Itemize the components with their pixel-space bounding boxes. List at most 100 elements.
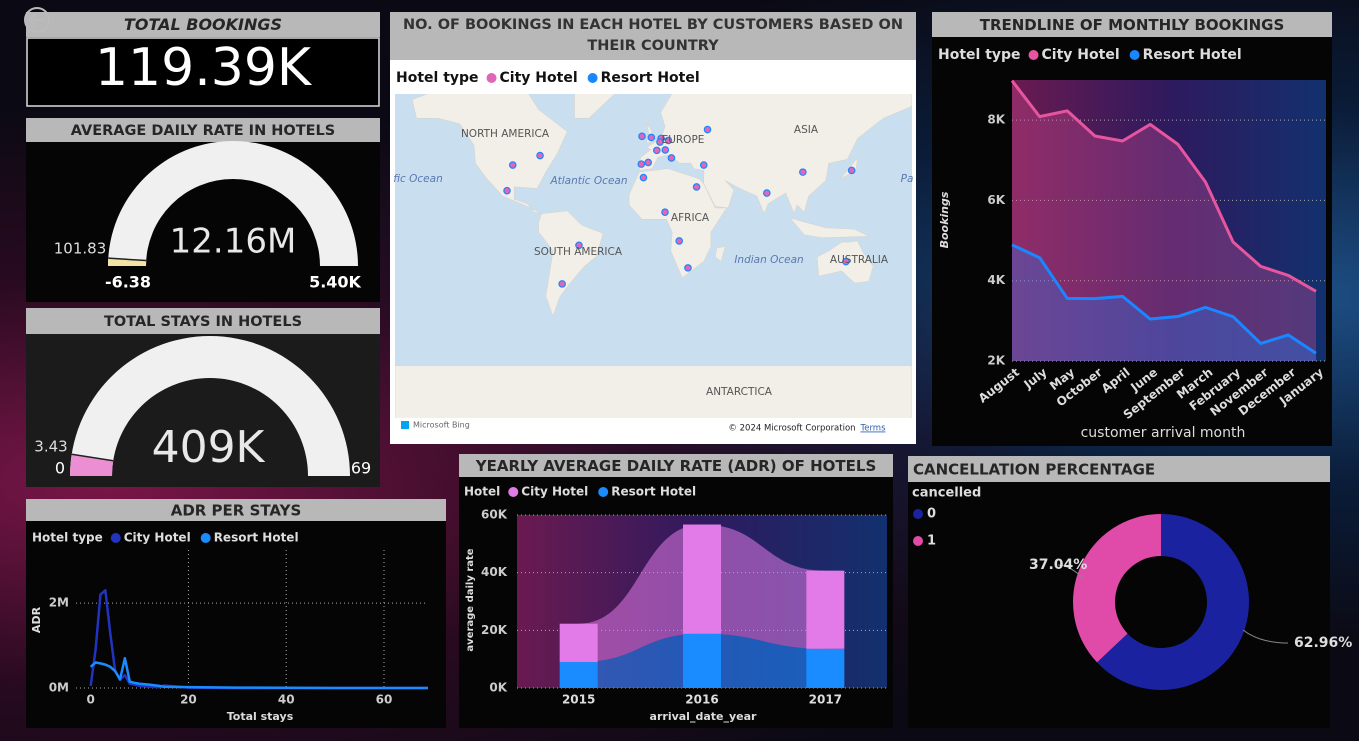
panel-title: AVERAGE DAILY RATE IN HOTELS [71,123,335,139]
leader-line [1242,629,1289,644]
map-place-label: Indian Ocean [734,254,803,266]
gauge-value: 409K [152,422,266,473]
landmass [574,94,616,119]
line-area [1012,80,1316,361]
plot-area [1012,80,1326,361]
map-bubble [692,183,701,191]
y-axis-title: ADR [30,606,43,633]
map-bubble [558,280,566,288]
y-tick-label: 0M [49,681,69,695]
bing-logo [401,421,409,429]
x-tick-label: 2017 [809,693,842,707]
map-place-label: AUSTRALIA [830,254,889,266]
map-bubble [503,186,511,195]
legend-title: Hotel type [32,531,103,545]
legend-label: Resort Hotel [611,485,696,499]
panel-title: TOTAL BOOKINGS [124,15,282,34]
map-bubble [536,151,544,160]
map-bubble [656,138,664,146]
map-bubble [847,166,856,175]
line-area [1012,244,1316,361]
legend-marker [913,509,923,519]
y-tick-label: 20K [481,623,508,637]
panel-title: ADR PER STAYS [171,502,302,520]
map-bubble [763,189,771,197]
map-bubble [508,161,517,169]
bar [559,662,598,688]
y-axis-title: average daily rate [465,548,476,651]
map-bubble [675,237,684,245]
landmass [789,217,870,239]
bar [559,623,598,663]
map-bubble [661,208,669,217]
panel-title: YEARLY AVERAGE DAILY RATE (ADR) OF HOTEL… [475,457,877,475]
legend-label: Resort Hotel [1143,47,1242,63]
legend-label: 0 [927,507,936,522]
bar [683,524,721,634]
map-bubble [644,158,652,167]
x-tick-label: 2016 [685,693,718,707]
legend-marker [110,533,121,543]
gauge-target [108,257,147,262]
map-place-label: EUROPE [662,134,705,146]
legend-marker [913,536,923,546]
legend-label: City Hotel [521,485,588,499]
landmass [395,365,912,418]
map-bubble [684,264,692,272]
legend-marker [1129,50,1140,60]
map-place-label: ASIA [794,124,819,136]
x-tick-label: 60 [376,693,393,707]
data-label: 62.96% [1294,635,1352,651]
legend-marker [587,73,598,83]
back-button[interactable] [24,7,50,33]
landmass [538,210,604,317]
y-tick-label: 60K [481,508,508,522]
map-bubble [661,146,670,154]
data-label: 37.04% [1029,557,1087,573]
legend-label: Resort Hotel [214,531,299,545]
legend-label: Resort Hotel [601,70,700,86]
legend-label: 1 [927,534,936,549]
gauge-min: -6.38 [105,273,151,292]
landmass [411,94,568,214]
legend-marker [598,487,609,497]
landmass [638,94,912,215]
x-axis-title: customer arrival month [1081,425,1246,441]
y-tick-label: 0K [489,681,507,695]
gauge-track [108,141,358,266]
x-tick-label: 2015 [562,693,595,707]
gauge-track [70,336,350,476]
leader-line [1057,564,1086,581]
x-tick-label: 40 [278,693,295,707]
map-place-label: AFRICA [671,212,710,224]
y-tick-label: 2M [49,596,69,610]
map-bubble [699,161,708,169]
panel-title: TOTAL STAYS IN HOTELS [104,314,302,330]
map-bubble [703,125,712,134]
map-attribution: © 2024 Microsoft Corporation [728,424,855,434]
panel-header [908,456,1330,482]
legend-title: Hotel type [396,70,479,86]
map-place-label: fic Ocean [393,173,442,185]
map-bubble [575,241,583,250]
legend-title: Hotel [464,485,500,499]
donut-slice [1073,514,1161,663]
panel-title: TRENDLINE OF MONTHLY BOOKINGS [980,16,1285,34]
map-bubble [667,154,676,162]
map-title: NO. OF BOOKINGS IN EACH HOTEL BY CUSTOME… [403,17,903,54]
panel-header [390,12,916,60]
panel-title: CANCELLATION PERCENTAGE [913,461,1155,479]
panel-header [26,12,380,37]
gauge-target-label: 3.43 [34,438,67,456]
line [1010,79,1317,293]
y-axis-title: Bookings [938,191,951,248]
gauge-value: 12.16M [170,222,297,262]
map-layer [395,94,912,418]
map-bubble [799,168,807,176]
map-bubble [637,160,646,168]
gauge-target [71,453,114,462]
gauge-max: 69 [351,459,371,478]
map-terms: Terms [859,424,886,434]
panel-header [459,454,893,477]
